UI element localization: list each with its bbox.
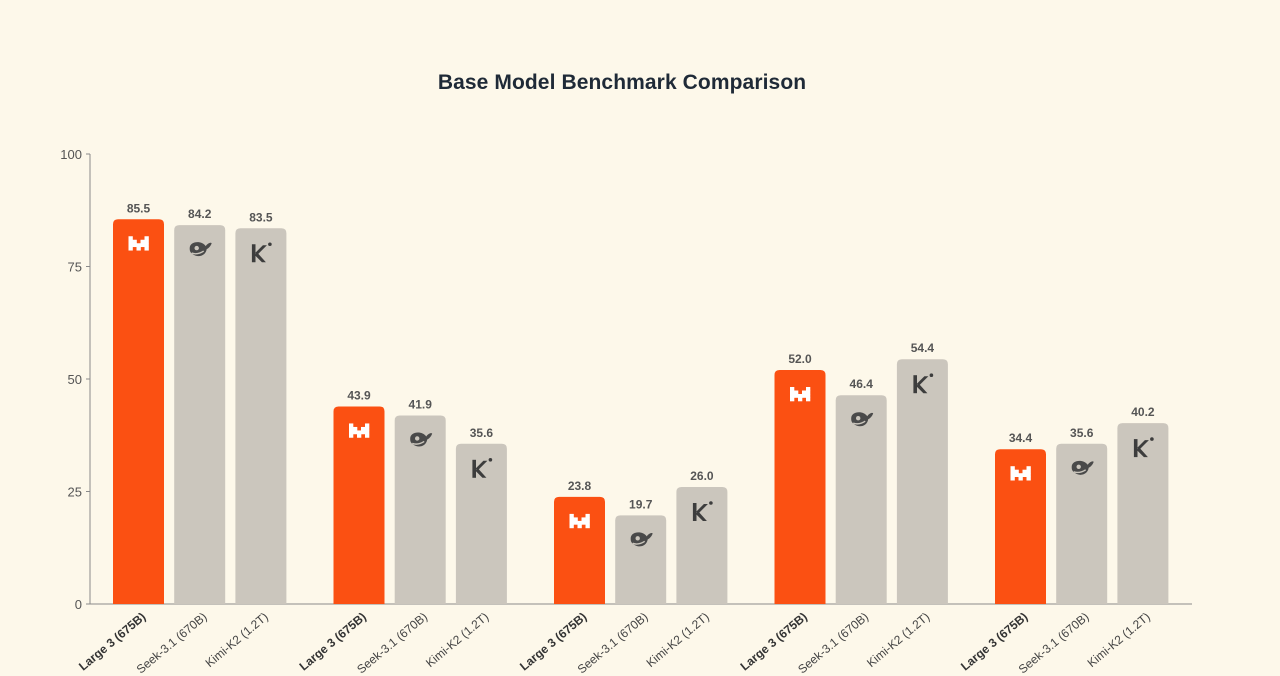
data-label: 52.0 [788, 352, 812, 366]
data-label: 19.7 [629, 497, 653, 511]
data-label: 41.9 [409, 397, 433, 411]
bar [995, 449, 1046, 604]
bar [1117, 423, 1169, 604]
data-label: 43.9 [347, 388, 371, 402]
data-label: 84.2 [188, 207, 212, 221]
bar [113, 219, 164, 604]
deepseek-whale-icon [189, 242, 212, 257]
kimi-icon [913, 373, 934, 394]
kimi-icon [1133, 437, 1154, 458]
deepseek-whale-icon [851, 412, 874, 427]
data-label: 34.4 [1009, 431, 1033, 445]
y-tick-label: 0 [75, 597, 82, 612]
bar [835, 395, 887, 604]
x-tick-label: Kimi-K2 (1.2T) [203, 610, 271, 670]
mistral-icon [128, 236, 149, 251]
bar [896, 359, 948, 604]
data-label: 26.0 [690, 469, 714, 483]
bar [235, 228, 287, 604]
x-tick-label: Kimi-K2 (1.2T) [864, 610, 932, 670]
chart-title: Base Model Benchmark Comparison [437, 71, 807, 94]
mistral-icon [790, 387, 811, 402]
data-label: 40.2 [1131, 405, 1155, 419]
kimi-icon [251, 242, 272, 263]
y-tick-label: 75 [68, 260, 82, 275]
bar [554, 496, 605, 604]
bar [676, 487, 728, 604]
bar [394, 415, 446, 604]
bar [774, 370, 826, 604]
deepseek-whale-icon [410, 432, 433, 447]
bar [174, 225, 226, 604]
data-label: 35.6 [470, 426, 494, 440]
deepseek-whale-icon [1071, 460, 1094, 475]
bar [333, 406, 385, 604]
y-tick-label: 100 [60, 147, 82, 162]
y-tick-label: 25 [68, 485, 82, 500]
data-label: 54.4 [911, 341, 935, 355]
deepseek-whale-icon [630, 532, 653, 547]
mistral-icon [569, 513, 590, 529]
x-tick-label: Kimi-K2 (1.2T) [423, 610, 491, 670]
y-tick-label: 50 [68, 372, 82, 387]
data-label: 85.5 [127, 201, 151, 215]
kimi-icon [472, 458, 493, 478]
mistral-icon [349, 423, 370, 438]
x-tick-label: Kimi-K2 (1.2T) [644, 610, 712, 670]
bar [455, 443, 507, 604]
mistral-icon [1010, 466, 1031, 481]
bar [615, 515, 667, 604]
data-label: 46.4 [850, 377, 874, 391]
bar [1056, 443, 1108, 604]
data-label: 83.5 [249, 210, 273, 224]
x-tick-label: Kimi-K2 (1.2T) [1085, 610, 1153, 670]
kimi-icon [692, 501, 713, 521]
data-label: 23.8 [568, 479, 592, 493]
data-label: 35.6 [1070, 426, 1094, 440]
